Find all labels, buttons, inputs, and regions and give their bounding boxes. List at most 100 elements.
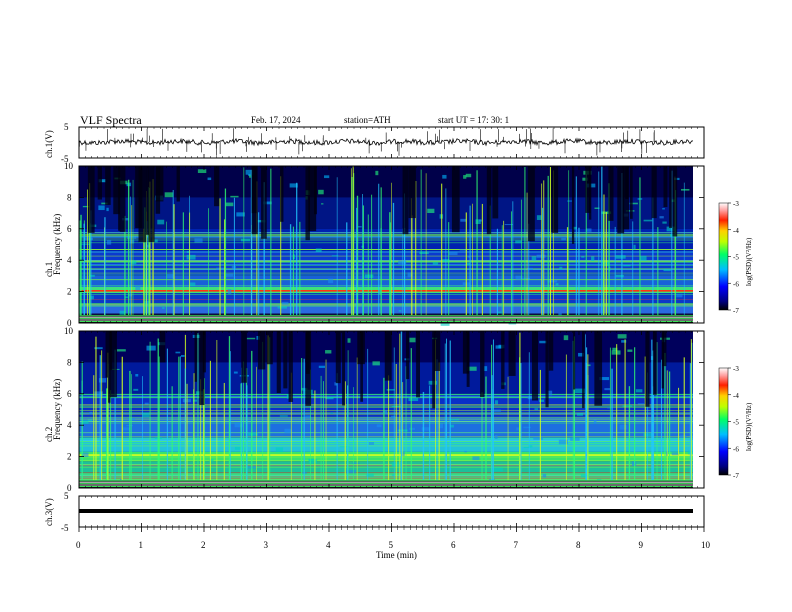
spectrogram-dark-gap	[288, 331, 293, 402]
spectrogram-patch	[596, 479, 602, 481]
spectrogram-patch	[594, 207, 600, 209]
spectrogram-patch	[536, 215, 542, 220]
spectrogram-patch	[383, 410, 388, 415]
spectrogram-patch	[135, 286, 141, 291]
spectrogram-bottom-strip	[79, 480, 693, 488]
spectrogram-patch	[464, 450, 467, 453]
spectrogram-patch	[94, 347, 103, 350]
spectrogram-patch	[591, 256, 595, 262]
spectrogram-patch	[263, 201, 272, 205]
spectrogram-patch	[346, 470, 356, 474]
spectrogram-patch	[604, 388, 611, 391]
spectrogram-patch	[225, 202, 234, 207]
spectrogram-patch	[534, 408, 539, 410]
spectrogram-patch	[483, 366, 488, 372]
spectrogram-patch	[520, 277, 530, 280]
spectrogram-patch	[82, 205, 91, 208]
spectrogram-patch	[573, 226, 577, 230]
spectrogram-dark-gap	[159, 331, 166, 363]
spectrogram-patch	[538, 399, 544, 402]
ch1-colorbar-label: log(PSD)(V²/Hz)	[745, 237, 753, 286]
y-tick-label: 6	[67, 224, 72, 234]
spectrogram-patch	[619, 424, 628, 430]
colorbar-tick-label: -5	[733, 254, 739, 262]
y-tick-label: 8	[67, 357, 72, 367]
spectrogram-dark-gap	[155, 166, 161, 214]
spectrogram-dark-gap	[662, 331, 667, 367]
spectrogram-patch	[629, 202, 638, 205]
spectrogram-dark-gap	[258, 331, 266, 370]
ch1-wave-ylabel: ch.1(V)	[44, 130, 54, 158]
x-tick-label: 7	[514, 540, 519, 550]
spectrogram-dark-gap	[342, 331, 346, 406]
spectrogram-patch	[460, 218, 467, 222]
spectrogram-patch	[166, 274, 173, 279]
spectrogram-patch	[318, 189, 324, 195]
spectrogram-patch	[563, 335, 569, 341]
ch2-spec-ylabel-line2: Frequency (kHz)	[52, 379, 62, 440]
spectrogram-patch	[472, 456, 480, 461]
spectrogram-patch	[627, 349, 633, 352]
spectrogram-patch	[635, 389, 643, 393]
spectrogram-patch	[419, 251, 429, 255]
spectrogram-patch	[409, 427, 416, 430]
spectrogram-patch	[106, 207, 109, 212]
spectrogram-patch	[623, 264, 631, 267]
colorbar-tick-label: -5	[733, 419, 739, 427]
spectrogram-patch	[409, 337, 416, 343]
spectrogram-patch	[352, 462, 360, 464]
spectrogram-patch	[450, 424, 454, 428]
spectrogram-dark-gap	[663, 166, 668, 208]
spectrogram-patch	[662, 221, 667, 224]
spectrogram-patch	[98, 205, 105, 211]
spectrogram-patch	[231, 265, 236, 270]
spectrogram-dark-gap	[672, 166, 678, 237]
spectrogram-patch	[617, 334, 627, 339]
x-tick-label: 9	[639, 540, 644, 550]
spectrogram-dark-gap	[402, 166, 409, 235]
spectrogram-patch	[497, 311, 502, 314]
spectrogram-dark-gap	[416, 331, 420, 398]
spectrogram-patch	[567, 200, 572, 202]
spectrogram-patch	[305, 415, 311, 419]
spectrogram-patch	[192, 399, 198, 402]
spectrogram-dark-gap	[594, 331, 603, 406]
ch2-colorbar-gradient	[718, 367, 729, 476]
spectrogram-band	[79, 472, 693, 481]
y-tick-label: 10	[64, 326, 74, 336]
spectrogram-patch	[357, 226, 362, 228]
station-label: station=ATH	[344, 115, 391, 125]
spectrogram-dark-gap	[501, 331, 505, 389]
spectrogram-patch	[275, 447, 284, 453]
spectrogram-patch	[325, 350, 332, 354]
spectrogram-patch	[94, 391, 103, 397]
spectrogram-dark-gap	[148, 166, 155, 243]
spectrogram-patch	[84, 237, 94, 241]
spectrogram-patch	[197, 169, 207, 174]
spectrogram-patch	[277, 306, 287, 309]
spectrogram-patch	[687, 450, 698, 455]
spectrogram-patch	[207, 177, 212, 181]
spectrogram-patch	[87, 419, 93, 422]
x-tick-label: 10	[701, 540, 711, 550]
spectrogram-patch	[133, 388, 139, 391]
spectrogram-dark-gap	[629, 166, 633, 219]
spectrogram-patch	[391, 415, 396, 418]
colorbar-tick-label: -3	[733, 200, 739, 208]
spectrogram-dark-gap	[582, 331, 585, 409]
spectrogram-patch	[479, 219, 482, 222]
spectrogram-dark-gap	[551, 166, 559, 233]
x-tick-label: 1	[139, 540, 144, 550]
spectrogram-patch	[230, 195, 239, 198]
ch1-waveform-panel: 5 -5 ch.1(V)	[44, 122, 705, 164]
spectrogram-patch	[631, 461, 637, 467]
spectrogram-patch	[308, 459, 318, 464]
spectrogram-patch	[599, 377, 610, 381]
spectrogram-patch	[89, 411, 93, 415]
spectrogram-dark-gap	[480, 331, 485, 397]
ch1-spectrogram-panel: 0 2 4 6 8 10 ch.1 Frequency (kHz)	[44, 161, 705, 328]
spectrogram-patch	[459, 249, 467, 251]
spectrogram-patch	[463, 175, 467, 179]
ch1-spectrogram-image	[79, 166, 704, 326]
ch1-spec-ylabel-line1: ch.1	[44, 262, 54, 277]
